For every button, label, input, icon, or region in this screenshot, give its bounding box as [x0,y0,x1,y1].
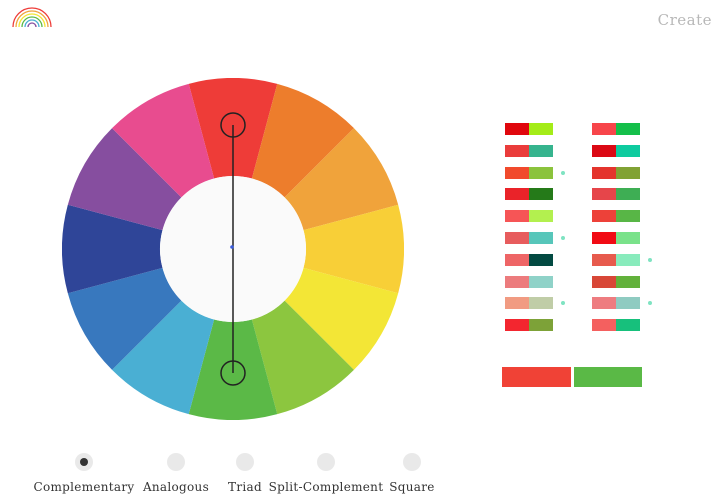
wheel-segment[interactable] [67,267,182,370]
palette-pair[interactable] [592,210,640,223]
scheme-label: Square [389,480,435,494]
scheme-radio[interactable] [317,453,335,471]
primary-swatch [592,275,616,288]
scheme-label: Complementary [33,480,135,494]
palette-pair[interactable] [592,144,640,157]
complement-swatch [616,188,640,201]
primary-swatch [592,319,616,332]
complement-swatch [529,275,553,288]
highlight-dot-icon [561,236,565,240]
primary-swatch [505,319,529,332]
scheme-radio[interactable] [236,453,254,471]
palette-pair[interactable] [592,166,640,179]
scheme-option-split-complement[interactable]: Split-Complement [266,451,386,494]
palette-pair[interactable] [505,123,553,135]
wheel-segment[interactable] [284,267,399,370]
scheme-option-analogous[interactable]: Analogous [116,451,236,494]
scheme-label: Analogous [142,480,210,494]
primary-swatch [505,123,529,135]
center-marker [230,245,234,249]
complement-swatch [616,253,640,266]
highlight-dot-icon [561,170,565,175]
palette-pair[interactable] [592,253,640,266]
wheel-segment[interactable] [62,204,163,294]
complement-swatch [529,232,553,244]
pointer-handle-primary[interactable] [220,112,246,138]
palette-pair[interactable] [505,275,553,288]
highlight-dot-icon [561,301,565,306]
selected-color-pair [502,367,642,387]
complement-swatch [529,253,553,266]
highlight-dot-icon [648,257,652,262]
primary-swatch [505,144,529,157]
palette-pair[interactable] [592,188,640,201]
complement-swatch [616,144,640,157]
primary-swatch [505,232,529,244]
complement-swatch [529,166,553,179]
wheel-segment[interactable] [251,83,354,198]
complement-swatch [616,319,640,332]
scheme-option-complementary[interactable]: Complementary [24,451,144,494]
palette-pair[interactable] [505,210,553,223]
scheme-option-triad[interactable]: Triad [185,451,305,494]
primary-swatch [505,275,529,288]
complement-swatch [616,210,640,223]
complement-swatch [529,188,553,201]
complement-swatch [529,210,553,223]
scheme-radio[interactable] [167,453,185,471]
wheel-segment[interactable] [303,204,404,294]
complement-swatch [529,319,553,332]
complement-swatch [616,275,640,288]
primary-swatch [592,210,616,223]
palette-pair[interactable] [592,319,640,332]
primary-swatch [592,232,616,244]
primary-swatch [592,166,616,179]
scheme-option-square[interactable]: Square [352,451,472,494]
palette-pair[interactable] [505,319,553,332]
scheme-radio[interactable] [75,453,93,471]
scheme-radio[interactable] [403,453,421,471]
primary-swatch [505,188,529,201]
palette-pair[interactable] [592,123,640,135]
primary-swatch [505,166,529,179]
palette-pair[interactable] [505,166,553,179]
primary-swatch [592,253,616,266]
complement-swatch [616,232,640,244]
primary-swatch [592,297,616,310]
wheel-segment[interactable] [112,83,215,198]
rainbow-logo-icon[interactable] [11,6,53,28]
scheme-label: Split-Complement [268,480,384,494]
selected-primary-swatch [502,367,571,387]
primary-swatch [592,144,616,157]
primary-swatch [592,188,616,201]
scheme-label: Triad [228,480,262,494]
wheel-segment[interactable] [67,128,182,231]
primary-swatch [505,210,529,223]
primary-swatch [592,123,616,135]
primary-swatch [505,297,529,310]
palette-pair[interactable] [505,253,553,266]
palette-pair[interactable] [592,232,640,244]
wheel-segment[interactable] [112,300,215,415]
palette-pair[interactable] [592,297,640,310]
complement-swatch [616,166,640,179]
highlight-dot-icon [648,301,652,306]
palette-pair[interactable] [505,188,553,201]
complement-swatch [529,123,553,135]
palette-pair[interactable] [505,232,553,244]
palette-pair[interactable] [505,297,553,310]
primary-swatch [505,253,529,266]
complement-swatch [529,297,553,310]
color-wheel[interactable] [62,78,404,420]
palette-pair[interactable] [592,275,640,288]
selected-complement-swatch [573,367,642,387]
complement-swatch [529,144,553,157]
wheel-segment[interactable] [284,128,399,231]
complement-swatch [616,297,640,310]
wheel-segment[interactable] [251,300,354,415]
create-link[interactable]: Create [657,11,712,29]
pointer-handle-complement[interactable] [220,360,246,386]
palette-pair[interactable] [505,144,553,157]
complement-swatch [616,123,640,135]
